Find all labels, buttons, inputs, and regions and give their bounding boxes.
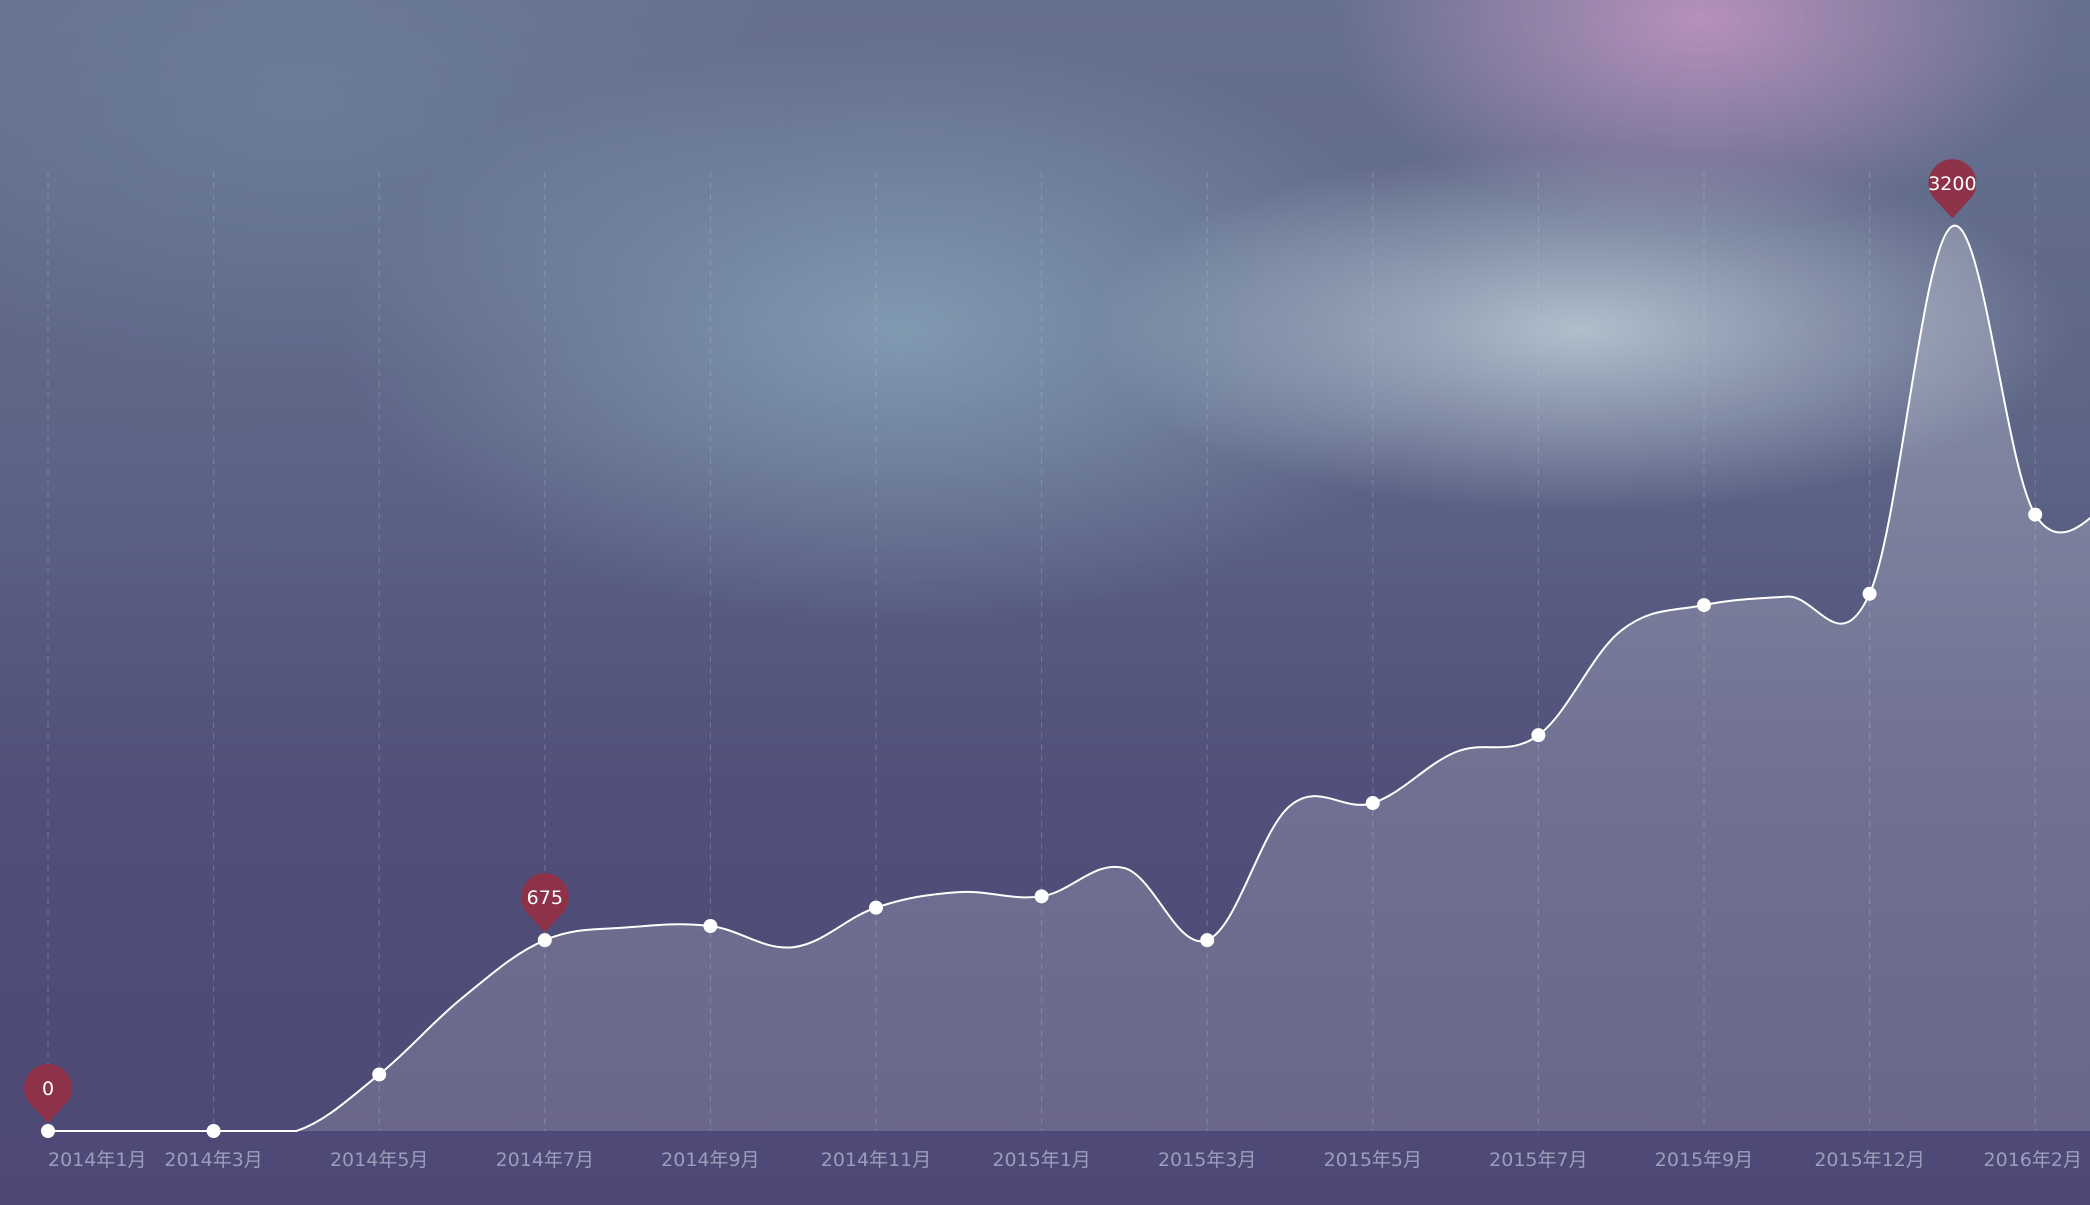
marker-pin: 675 <box>520 873 569 933</box>
data-point[interactable] <box>703 919 718 934</box>
area-fill <box>48 226 2090 1132</box>
x-axis-band <box>0 1131 2090 1205</box>
x-tick-label: 2016年2月 <box>1984 1149 2082 1171</box>
x-tick-label: 2014年1月 <box>48 1149 146 1171</box>
data-point[interactable] <box>2028 507 2043 522</box>
data-point[interactable] <box>206 1124 221 1138</box>
x-tick-label: 2014年3月 <box>164 1149 262 1171</box>
marker-pin-shape <box>23 1063 73 1123</box>
data-point[interactable] <box>372 1067 387 1082</box>
marker-pin: 3200 <box>1928 159 1977 219</box>
x-tick-label: 2014年9月 <box>661 1149 759 1171</box>
vertical-grid-lines <box>47 172 2036 1131</box>
x-tick-label: 2015年12月 <box>1814 1149 1925 1171</box>
x-axis-tick-labels: 2014年1月 2014年3月 2014年5月 2014年7月 2014年9月 2014年… <box>48 1149 2082 1171</box>
data-points <box>41 507 2043 1138</box>
data-point[interactable] <box>1697 598 1711 613</box>
x-tick-label: 2015年3月 <box>1158 1149 1256 1171</box>
data-point[interactable] <box>869 900 883 915</box>
data-point[interactable] <box>41 1124 55 1138</box>
x-tick-label: 2015年9月 <box>1655 1149 1753 1171</box>
marker-pin-label: 0 <box>42 1078 54 1100</box>
data-point[interactable] <box>537 933 552 948</box>
marker-pin-shape <box>520 873 569 933</box>
x-tick-label: 2014年7月 <box>496 1149 594 1171</box>
marker-pin-shape <box>1928 159 1977 219</box>
marker-pin-label: 3200 <box>1928 173 1976 195</box>
marker-pin-label: 675 <box>527 887 563 909</box>
data-point[interactable] <box>1531 728 1546 743</box>
x-tick-label: 2014年11月 <box>821 1149 932 1171</box>
data-point[interactable] <box>1862 586 1877 601</box>
data-point[interactable] <box>1034 889 1049 904</box>
x-tick-label: 2015年7月 <box>1489 1149 1587 1171</box>
x-tick-label: 2015年5月 <box>1324 1149 1422 1171</box>
x-tick-label: 2015年1月 <box>992 1149 1090 1171</box>
x-tick-label: 2014年5月 <box>330 1149 428 1171</box>
data-point[interactable] <box>1365 796 1380 811</box>
data-point[interactable] <box>1200 933 1215 948</box>
marker-pin: 0 <box>23 1063 73 1123</box>
marker-pins: 0 675 3200 <box>23 159 1977 1123</box>
